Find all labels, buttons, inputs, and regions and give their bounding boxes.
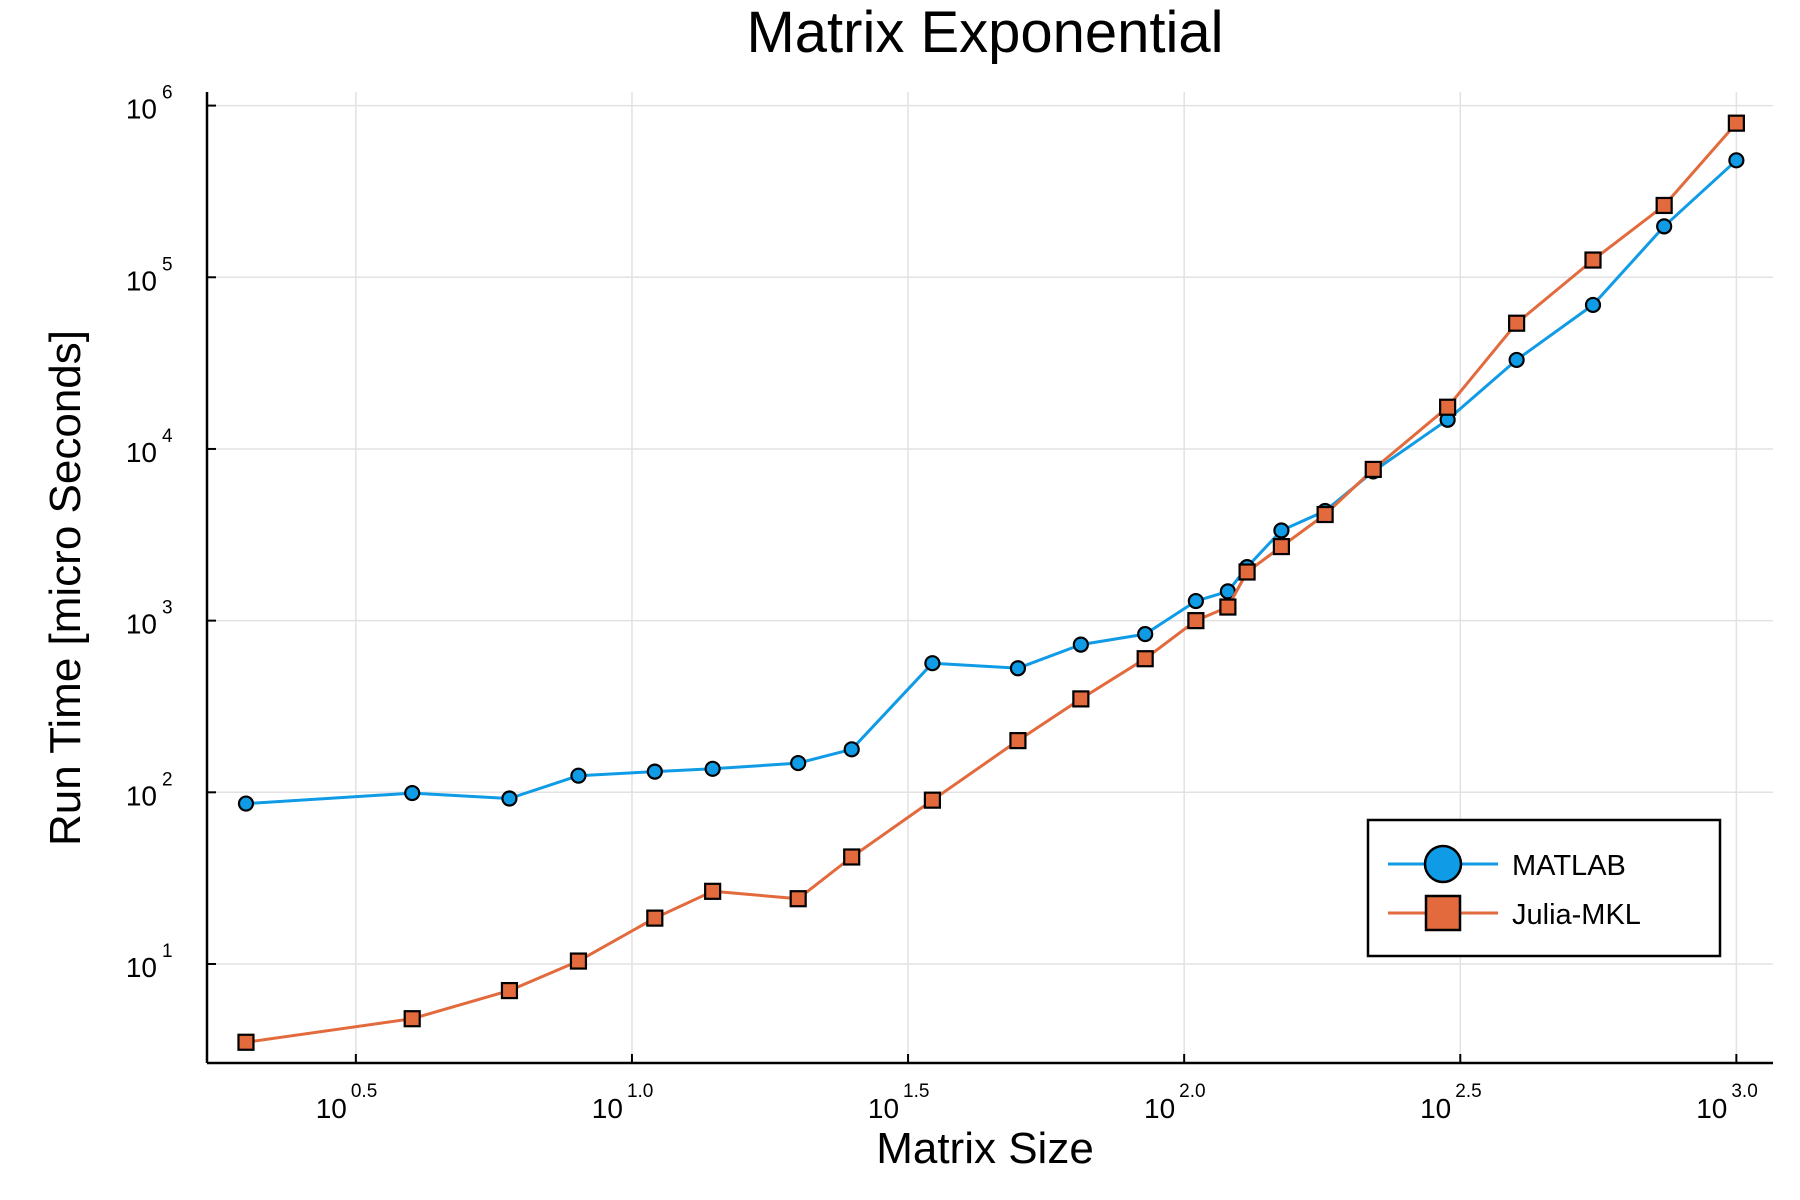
data-point-julia-mkl [1187,612,1205,630]
y-tick-exponent: 1 [162,941,173,962]
data-point-julia-mkl [1508,314,1526,332]
data-point-julia-mkl [1316,505,1334,524]
data-point-julia-mkl [1136,650,1154,668]
y-tick-exponent: 5 [162,254,173,275]
y-tick-label: 10 [126,265,157,296]
y-tick-label: 10 [126,609,157,640]
data-point-matlab [1187,592,1204,610]
axes [205,92,1773,1065]
data-point-julia-mkl [1439,398,1457,416]
data-point-julia-mkl [569,952,588,970]
y-tick-label: 10 [126,437,157,468]
data-point-julia-mkl [237,1033,255,1051]
legend-label-matlab: MATLAB [1512,850,1626,882]
data-point-julia-mkl [1364,460,1382,479]
x-tick-label: 10 [592,1093,623,1124]
y-tick-exponent: 6 [162,83,173,104]
data-point-matlab [1137,625,1154,643]
data-point-julia-mkl [789,890,807,908]
x-tick-label: 10 [316,1093,347,1124]
x-tick-label: 10 [1144,1093,1175,1124]
y-tick-label: 10 [126,94,157,125]
data-point-julia-mkl [500,981,519,1000]
data-point-matlab [790,754,807,772]
data-point-julia-mkl [1584,251,1602,269]
data-point-matlab [704,760,721,777]
data-point-julia-mkl [403,1010,421,1028]
y-tick-exponent: 4 [162,426,173,447]
x-tick-label: 10 [1420,1093,1451,1124]
data-point-julia-mkl [1009,732,1027,750]
legend-marker-julia [1424,894,1462,932]
data-point-julia-mkl [646,909,664,927]
x-tick-label: 10 [1696,1093,1727,1124]
data-point-julia-mkl [1655,196,1673,215]
y-axis-label: Run Time [micro Seconds] [41,330,90,846]
series-layer [237,114,1745,1051]
chart-title: Matrix Exponential [746,0,1223,65]
x-tick-label: 10 [868,1093,899,1124]
y-tick-label: 10 [126,952,157,983]
data-point-matlab [501,790,518,807]
legend-label-julia: Julia-MKL [1512,899,1641,931]
data-point-matlab [570,767,587,784]
x-axis-label: Matrix Size [876,1124,1094,1173]
data-point-matlab [1728,152,1745,169]
data-point-julia-mkl [1727,114,1745,132]
grid [207,92,1773,1063]
y-tick-exponent: 3 [162,598,173,619]
data-point-matlab [646,763,663,780]
data-point-julia-mkl [843,848,861,866]
data-point-matlab [237,795,255,812]
data-point-julia-mkl [1072,690,1090,708]
y-tick-exponent: 2 [162,769,173,790]
data-point-matlab [1508,351,1525,369]
legend: MATLAB Julia-MKL [1366,818,1722,958]
x-tick-exponent: 2.5 [1455,1081,1481,1102]
y-tick-label: 10 [126,780,157,811]
x-tick-exponent: 2.0 [1179,1081,1205,1102]
data-point-matlab [924,655,941,672]
data-point-matlab [1273,522,1290,539]
data-point-matlab [1072,636,1089,653]
data-point-julia-mkl [1219,598,1237,616]
data-point-matlab [1009,660,1027,677]
data-point-matlab [1584,296,1602,314]
x-tick-exponent: 3.0 [1731,1081,1757,1102]
data-point-julia-mkl [923,791,941,809]
legend-box [1366,818,1722,958]
data-point-matlab [843,741,860,758]
data-point-matlab [1656,218,1673,235]
data-point-julia-mkl [1238,563,1256,581]
x-tick-exponent: 0.5 [351,1081,377,1102]
x-tick-exponent: 1.5 [903,1081,929,1102]
data-point-julia-mkl [1272,537,1291,556]
data-point-julia-mkl [704,882,722,900]
x-tick-exponent: 1.0 [627,1081,653,1102]
legend-marker-matlab [1423,844,1463,884]
data-point-matlab [404,784,421,802]
